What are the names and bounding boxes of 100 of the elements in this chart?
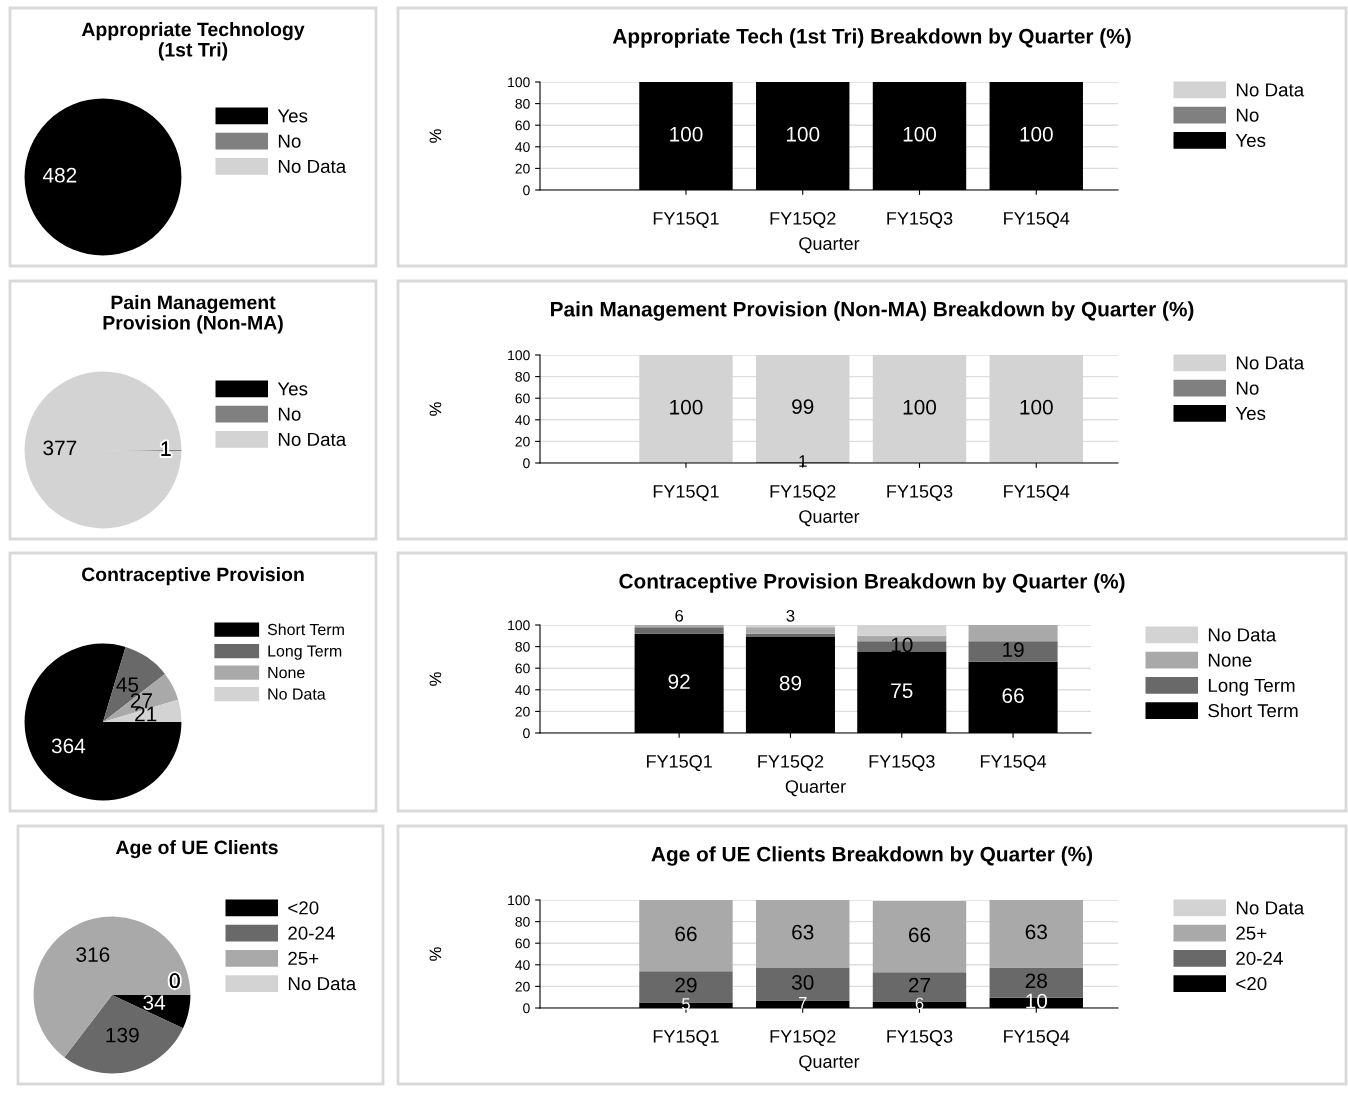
- x-tick-label: FY15Q3: [869, 755, 935, 772]
- x-tick-label: FY15Q2: [770, 485, 836, 502]
- x-tick-label: FY15Q3: [887, 212, 953, 229]
- legend-label: Long Term: [1208, 678, 1295, 696]
- data-label: 100: [786, 126, 820, 142]
- x-tick-label: FY15Q2: [770, 1030, 836, 1047]
- y-axis-title: %: [429, 672, 442, 686]
- y-tick-label: 60: [515, 393, 530, 404]
- x-tick-label: FY15Q1: [653, 212, 719, 229]
- data-label: 377: [43, 440, 77, 456]
- data-label: 7: [798, 997, 807, 1009]
- data-label: 5: [681, 998, 690, 1010]
- legend-label: Yes: [1235, 406, 1266, 421]
- y-tick-label: 20: [515, 436, 530, 447]
- x-tick-label: FY15Q2: [770, 212, 836, 229]
- data-label: 34: [143, 995, 166, 1010]
- chart-title: Appropriate Technology (1st Tri): [81, 22, 305, 61]
- y-tick-label: 100: [508, 895, 530, 906]
- data-label: 100: [1020, 126, 1053, 142]
- data-label: 139: [106, 1027, 139, 1043]
- chart-title: Pain Management Provision (Non-MA): [103, 295, 283, 334]
- legend-label: 20-24: [288, 926, 335, 940]
- chart-title: Contraceptive Provision Breakdown by Quarter (%): [619, 573, 1125, 593]
- legend-label: No Data: [1208, 628, 1277, 642]
- y-tick-label: 20: [515, 163, 530, 174]
- y-tick-label: 40: [515, 960, 530, 970]
- y-tick-label: 60: [515, 663, 530, 674]
- data-label: 10: [1026, 993, 1048, 1009]
- legend-label: No Data: [288, 977, 357, 991]
- data-label: 6: [675, 609, 684, 622]
- data-label: 63: [792, 924, 814, 940]
- legend-label: Short Term: [267, 623, 344, 636]
- y-tick-label: 40: [515, 142, 530, 152]
- legend-label: No: [1236, 381, 1259, 395]
- legend-label: No Data: [1236, 901, 1305, 915]
- y-tick-label: 20: [515, 706, 530, 717]
- data-label: 3: [786, 609, 795, 622]
- y-tick-label: 40: [515, 685, 530, 695]
- data-label: 66: [675, 926, 697, 942]
- data-label: 63: [1025, 924, 1047, 940]
- y-tick-label: 80: [515, 641, 530, 652]
- y-tick-label: 80: [515, 371, 530, 382]
- data-label: 100: [670, 399, 703, 415]
- legend-label: 25+: [288, 951, 319, 966]
- data-label: 66: [908, 927, 931, 943]
- chart-title: Appropriate Tech (1st Tri) Breakdown by Quarter (%): [612, 28, 1131, 48]
- data-label: 482: [42, 167, 77, 183]
- legend-label: No: [1236, 108, 1259, 122]
- chart-title: Age of UE Clients Breakdown by Quarter (%): [651, 846, 1093, 866]
- y-axis-title: %: [429, 129, 442, 143]
- data-label: 66: [1002, 688, 1024, 703]
- legend-label: Yes: [277, 382, 308, 396]
- y-tick-label: 40: [515, 415, 530, 425]
- text: 0: [169, 973, 180, 989]
- data-label: 99: [792, 399, 814, 415]
- data-label: 10: [891, 637, 913, 653]
- y-tick-label: 60: [515, 120, 530, 131]
- data-label: 92: [668, 674, 690, 689]
- legend-label: None: [268, 667, 305, 679]
- data-label: 100: [1020, 399, 1053, 415]
- data-label: 100: [903, 399, 937, 415]
- y-tick-label: 80: [515, 916, 530, 927]
- y-tick-label: 100: [508, 350, 530, 361]
- y-tick-label: 60: [515, 938, 530, 949]
- data-label: 6: [915, 997, 924, 1010]
- y-tick-label: 0: [523, 1003, 530, 1014]
- data-label: 45: [116, 677, 139, 693]
- chart-title: Contraceptive Provision: [81, 567, 304, 586]
- y-tick-label: 80: [515, 98, 530, 109]
- y-tick-label: 20: [515, 981, 530, 992]
- data-label: 100: [903, 126, 937, 142]
- data-label: 27: [908, 977, 931, 993]
- legend-label: No: [278, 134, 301, 148]
- y-tick-label: 0: [523, 728, 530, 739]
- data-label: 21: [135, 706, 157, 722]
- x-axis-title: Quarter: [799, 1055, 860, 1072]
- legend-label: No Data: [278, 432, 347, 447]
- x-tick-label: FY15Q1: [653, 485, 719, 502]
- legend-label: <20: [1236, 977, 1267, 991]
- x-tick-label: FY15Q3: [887, 1030, 953, 1047]
- x-tick-label: FY15Q4: [1004, 1030, 1070, 1047]
- x-tick-label: FY15Q4: [1004, 212, 1070, 229]
- data-label: 316: [76, 947, 110, 962]
- legend-label: Yes: [277, 109, 308, 123]
- data-label: 27: [130, 693, 152, 708]
- x-tick-label: FY15Q4: [1004, 485, 1070, 502]
- data-label: 100: [670, 126, 703, 142]
- data-label: 19: [1003, 642, 1024, 658]
- x-tick-label: FY15Q1: [653, 1030, 719, 1047]
- y-tick-label: 100: [508, 77, 530, 88]
- chart-title: Age of UE Clients: [115, 840, 278, 859]
- x-axis-title: Quarter: [799, 237, 860, 254]
- chart-title: Pain Management Provision (Non-MA) Breakdown by Quarter (%): [551, 301, 1194, 321]
- x-axis-title: Quarter: [799, 510, 860, 527]
- data-label: 28: [1025, 973, 1047, 989]
- y-tick-label: 100: [508, 620, 530, 631]
- data-label: 89: [779, 675, 802, 691]
- legend-label: Long Term: [268, 645, 342, 660]
- y-axis-title: %: [429, 402, 442, 416]
- x-tick-label: FY15Q2: [758, 755, 824, 772]
